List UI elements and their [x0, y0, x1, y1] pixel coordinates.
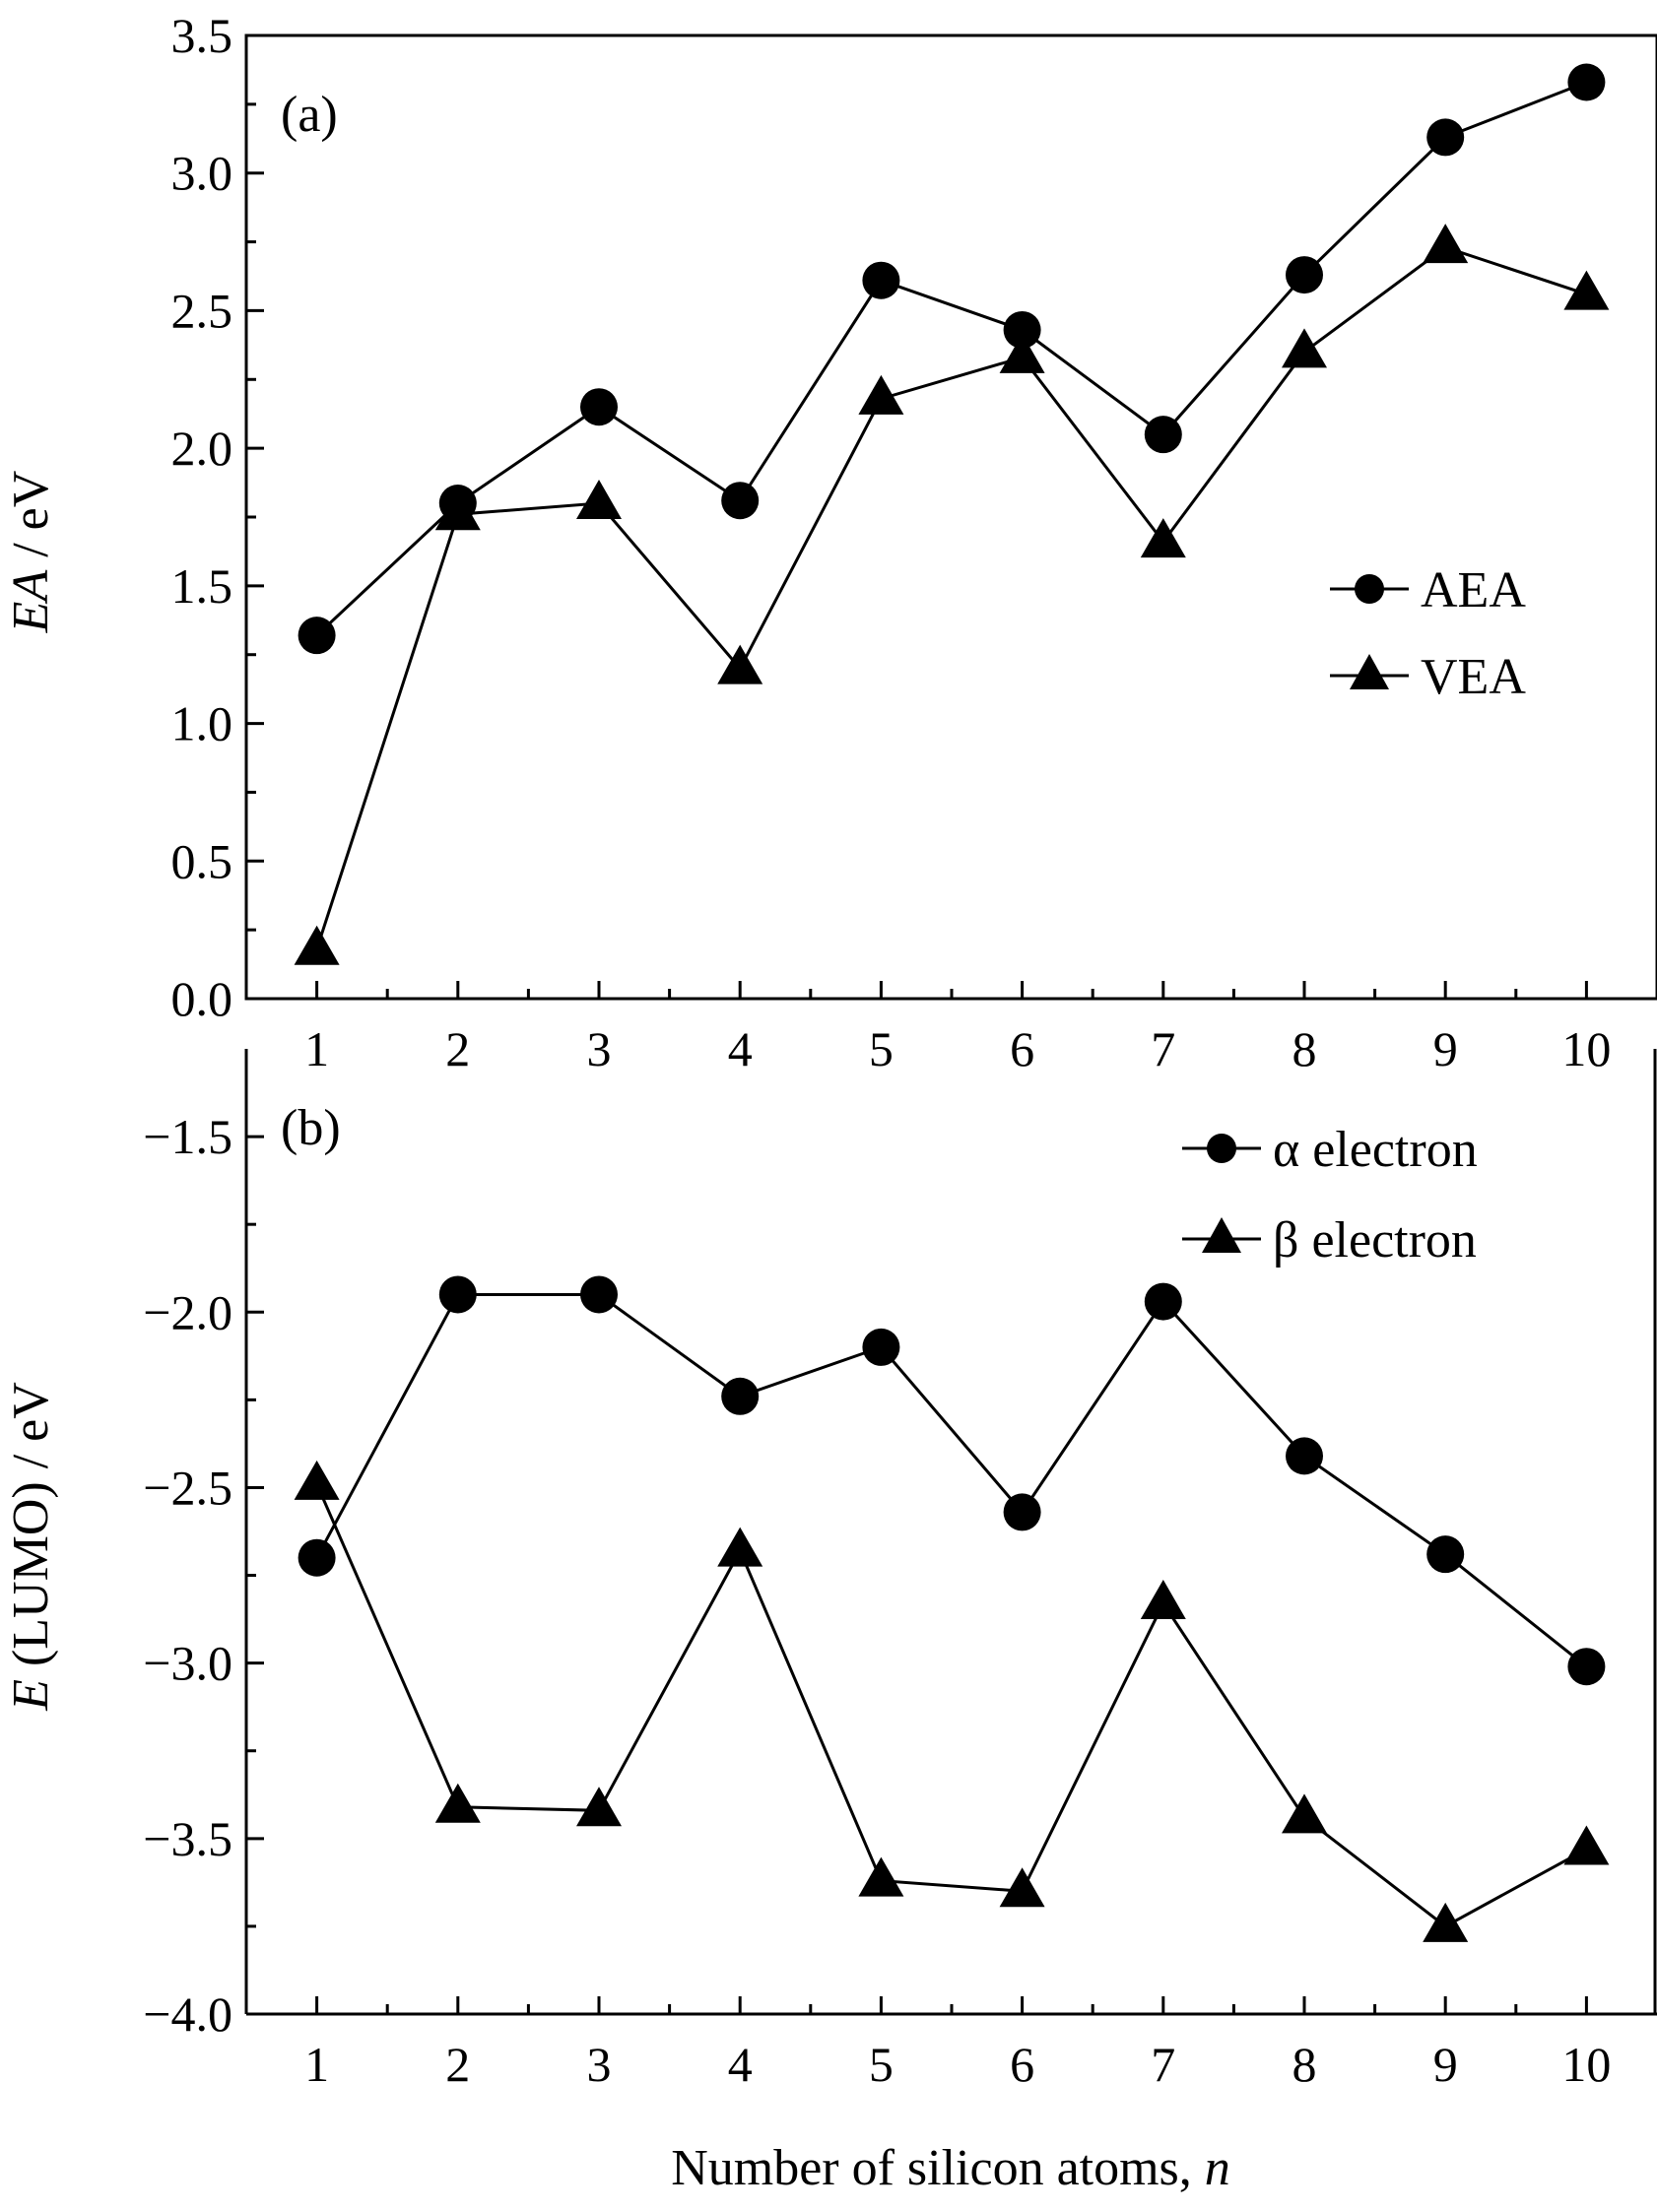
data-point-circle: [1426, 118, 1465, 157]
panel-b: (b) E (LUMO) / eV Number of silicon atom…: [3, 1049, 1657, 2196]
data-point-circle: [721, 482, 760, 520]
data-point-triangle: [576, 480, 622, 520]
data-point-triangle: [1423, 224, 1469, 264]
data-point-circle: [721, 1377, 760, 1415]
x-tick-label: 10: [1561, 2037, 1611, 2092]
y-tick-label: −4.0: [143, 1986, 232, 2042]
data-point-circle: [1286, 256, 1323, 294]
y-tick-label: 2.5: [171, 283, 233, 338]
legend-label: AEA: [1421, 562, 1526, 618]
series-line-triangle: [315, 1483, 1588, 1928]
y-tick-label: 2.0: [171, 421, 233, 476]
data-point-circle: [1286, 1437, 1323, 1475]
data-point-triangle: [858, 374, 904, 415]
data-point-circle: [1144, 416, 1182, 454]
data-point-triangle: [434, 1783, 481, 1823]
data-point-triangle: [1563, 270, 1610, 310]
x-tick-label: 1: [304, 2037, 329, 2092]
panel-a-y-axis-title: EA / eV: [3, 471, 59, 634]
data-point-triangle: [999, 333, 1045, 373]
data-point-triangle: [1423, 1902, 1469, 1942]
data-point-triangle: [576, 1787, 622, 1827]
panel-a-label: (a): [281, 87, 338, 143]
data-point-triangle: [294, 1460, 340, 1500]
data-point-triangle: [434, 490, 481, 531]
data-point-circle: [438, 1275, 477, 1314]
data-point-circle: [1426, 1535, 1465, 1574]
data-point-triangle: [717, 1527, 763, 1567]
panel-a-legend: AEA VEA: [1330, 562, 1526, 705]
x-tick-label: 7: [1151, 1021, 1175, 1076]
x-tick-label: 3: [587, 2037, 612, 2092]
y-tick-label: −1.5: [143, 1109, 232, 1164]
x-tick-label: 7: [1151, 2037, 1175, 2092]
panel-a-ticks: 1 2 3 4 5 6 7 8 9 10 0.0 0.5 1.0 1.5 2.0 2.5 3.0 3.5: [171, 8, 1612, 1076]
data-point-circle: [580, 388, 618, 426]
data-point-triangle: [1563, 1825, 1610, 1865]
data-point-circle: [1567, 63, 1606, 101]
x-tick-label: 10: [1561, 1021, 1611, 1076]
data-point-circle: [298, 617, 336, 655]
x-tick-label: 8: [1292, 1021, 1317, 1076]
x-axis-title: Number of silicon atoms, n: [671, 2140, 1230, 2196]
legend-label: β electron: [1273, 1212, 1477, 1269]
y-tick-label: 0.0: [171, 971, 233, 1026]
y-tick-label: 1.0: [171, 696, 233, 751]
data-point-triangle: [1140, 1580, 1186, 1620]
data-point-circle: [1567, 1648, 1606, 1686]
panel-b-series: [294, 1275, 1610, 1942]
data-point-triangle: [1282, 328, 1327, 368]
y-tick-label: 1.5: [171, 558, 233, 614]
x-tick-label: 2: [445, 2037, 470, 2092]
x-tick-label: 3: [587, 1021, 612, 1076]
x-tick-label: 1: [304, 1021, 329, 1076]
y-tick-label: 0.5: [171, 833, 233, 888]
x-tick-label: 5: [869, 2037, 894, 2092]
data-point-circle: [1003, 1493, 1041, 1531]
x-tick-label: 6: [1010, 1021, 1034, 1076]
x-tick-label: 4: [728, 1021, 753, 1076]
data-point-circle: [1003, 310, 1041, 349]
legend-marker-circle: [1207, 1134, 1236, 1163]
data-point-circle: [862, 1328, 900, 1366]
panel-b-ticks: 1 2 3 4 5 6 7 8 9 10 −4.0 −3.5 −3.0 −2.5 −2.0 −1.5: [143, 1109, 1611, 2092]
x-tick-label: 6: [1010, 2037, 1034, 2092]
y-tick-label: −2.0: [143, 1284, 232, 1339]
data-point-triangle: [1140, 518, 1186, 558]
y-tick-label: −3.5: [143, 1811, 232, 1866]
x-tick-label: 5: [869, 1021, 894, 1076]
x-tick-label: 9: [1433, 1021, 1458, 1076]
series-line-circle: [315, 81, 1587, 637]
data-point-triangle: [999, 1867, 1045, 1908]
x-tick-label: 9: [1433, 2037, 1458, 2092]
series-line-circle: [315, 1292, 1588, 1668]
y-tick-label: 3.0: [171, 146, 233, 201]
series-line-triangle: [315, 245, 1587, 950]
y-tick-label: −3.0: [143, 1636, 232, 1691]
panel-a: (a) EA / eV 1 2 3 4 5 6 7 8 9 10 0.0 0.5 1.0 1.5 2.0 2.…: [3, 8, 1657, 1076]
data-point-triangle: [858, 1856, 904, 1897]
y-tick-label: −2.5: [143, 1460, 232, 1515]
legend-marker-circle: [1355, 574, 1384, 604]
x-tick-label: 2: [445, 1021, 470, 1076]
data-point-circle: [580, 1275, 618, 1314]
panel-b-legend: α electron β electron: [1182, 1122, 1478, 1269]
legend-marker-triangle: [1202, 1217, 1241, 1253]
data-point-circle: [1144, 1282, 1182, 1321]
data-point-triangle: [294, 925, 340, 965]
legend-marker-triangle: [1350, 654, 1389, 689]
legend-label: α electron: [1273, 1122, 1478, 1178]
panel-a-series: [294, 63, 1610, 965]
data-point-circle: [862, 261, 900, 299]
panel-b-y-axis-title: E (LUMO) / eV: [3, 1382, 59, 1712]
data-point-triangle: [717, 644, 763, 684]
data-point-circle: [298, 1538, 336, 1577]
y-tick-label: 3.5: [171, 8, 233, 63]
x-tick-label: 4: [728, 2037, 753, 2092]
x-tick-label: 8: [1292, 2037, 1317, 2092]
panel-b-label: (b): [281, 1100, 341, 1156]
data-point-triangle: [1282, 1793, 1327, 1834]
legend-label: VEA: [1421, 649, 1526, 705]
